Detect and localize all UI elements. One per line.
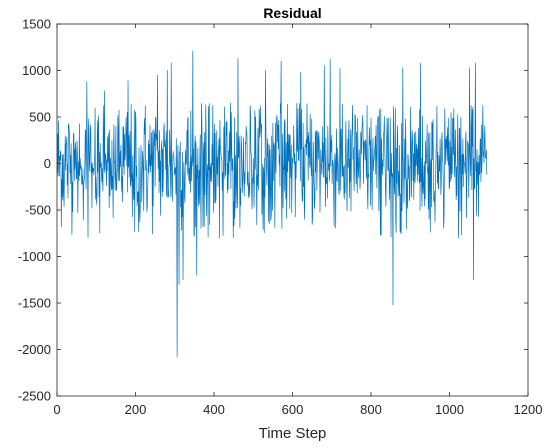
y-tick-label: 500	[29, 110, 51, 125]
y-tick-label: -2000	[18, 342, 51, 357]
y-tick-label: -500	[25, 203, 51, 218]
y-tick-label: -2500	[18, 389, 51, 404]
x-tick-label: 400	[203, 402, 225, 417]
x-tick-label: 1200	[514, 402, 543, 417]
x-tick-label: 200	[125, 402, 147, 417]
plot-area	[57, 24, 528, 396]
y-tick-label: 1500	[22, 17, 51, 32]
x-tick-label: 800	[360, 402, 382, 417]
x-tick-label: 1000	[435, 402, 464, 417]
x-axis-label: Time Step	[259, 425, 327, 442]
x-axis-ticks: 0 200 400 600 800 1000 1200	[53, 24, 542, 417]
chart-title: Residual	[263, 5, 321, 21]
x-tick-label: 0	[53, 402, 60, 417]
y-tick-label: -1000	[18, 249, 51, 264]
x-tick-label: 600	[282, 402, 304, 417]
y-axis-ticks: -2500 -2000 -1500 -1000 -500 0 500 1000 1500	[18, 17, 528, 404]
y-tick-label: -1500	[18, 296, 51, 311]
y-tick-label: 1000	[22, 63, 51, 78]
series-layer	[57, 50, 488, 358]
residual-series-line	[57, 50, 488, 358]
y-tick-label: 0	[44, 156, 51, 171]
